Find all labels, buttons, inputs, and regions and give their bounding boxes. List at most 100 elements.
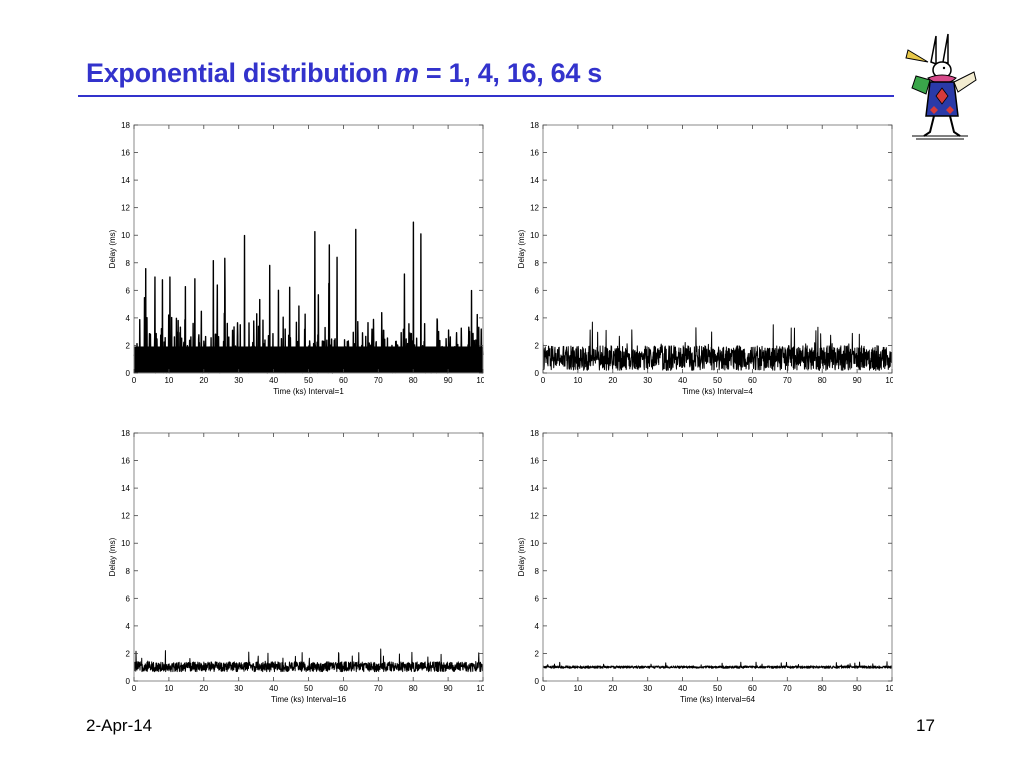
delay-plot-interval-16: 0 2 4 6 8 10 12 14 16 18 0 10 20 30 40 50 60 70 80 90 100 Tim…	[104, 423, 484, 718]
y-tick-label: 6	[126, 286, 131, 295]
y-tick-label: 2	[535, 649, 540, 658]
x-tick-label: 0	[541, 376, 546, 385]
x-tick-label: 50	[304, 376, 313, 385]
y-tick-label: 0	[535, 369, 540, 378]
chart-svg: 0 2 4 6 8 10 12 14 16 18 0 10 20 30 40 50 60 70 80 90 100 Tim…	[108, 429, 484, 704]
x-tick-label: 30	[643, 376, 652, 385]
x-axis-label: Time (ks) Interval=1	[273, 387, 344, 396]
x-tick-label: 40	[678, 684, 687, 693]
y-tick-label: 4	[535, 314, 540, 323]
x-tick-label: 70	[374, 684, 383, 693]
y-tick-label: 18	[121, 121, 130, 130]
y-tick-label: 18	[530, 121, 539, 130]
x-tick-label: 60	[748, 684, 757, 693]
x-tick-label: 100	[476, 684, 484, 693]
x-tick-label: 20	[608, 376, 617, 385]
x-tick-label: 10	[573, 684, 582, 693]
x-tick-label: 90	[444, 684, 453, 693]
y-tick-label: 16	[121, 457, 130, 466]
x-tick-label: 80	[818, 684, 827, 693]
x-tick-label: 100	[885, 376, 893, 385]
y-axis-label: Delay (ms)	[517, 537, 526, 576]
x-tick-label: 70	[783, 684, 792, 693]
x-tick-label: 10	[573, 376, 582, 385]
delay-plot-interval-64: 0 2 4 6 8 10 12 14 16 18 0 10 20 30 40 50 60 70 80 90 100 Tim…	[513, 423, 893, 718]
x-tick-label: 30	[643, 684, 652, 693]
x-tick-label: 50	[713, 376, 722, 385]
y-tick-label: 0	[126, 369, 131, 378]
chart-svg: 0 2 4 6 8 10 12 14 16 18 0 10 20 30 40 50 60 70 80 90 100 Tim…	[517, 121, 893, 396]
x-tick-label: 10	[164, 376, 173, 385]
x-tick-label: 70	[374, 376, 383, 385]
y-tick-label: 6	[535, 594, 540, 603]
y-axis-label: Delay (ms)	[108, 537, 117, 576]
x-tick-label: 20	[608, 684, 617, 693]
x-tick-label: 0	[132, 376, 137, 385]
y-tick-label: 2	[126, 341, 131, 350]
y-tick-label: 0	[126, 677, 131, 686]
x-tick-label: 50	[304, 684, 313, 693]
y-tick-label: 10	[530, 231, 539, 240]
y-tick-label: 4	[126, 622, 131, 631]
chart-svg: 0 2 4 6 8 10 12 14 16 18 0 10 20 30 40 50 60 70 80 90 100 Tim…	[108, 121, 484, 396]
plot-area-frame	[542, 124, 893, 374]
dense-data-band	[134, 346, 483, 373]
y-tick-label: 16	[121, 149, 130, 158]
y-tick-label: 16	[530, 149, 539, 158]
y-tick-label: 18	[530, 429, 539, 438]
x-tick-label: 100	[476, 376, 484, 385]
title-suffix: = 1, 4, 16, 64 s	[418, 58, 603, 88]
y-tick-label: 18	[121, 429, 130, 438]
data-series-line	[133, 648, 484, 673]
y-tick-label: 8	[126, 567, 131, 576]
x-tick-label: 40	[678, 376, 687, 385]
delay-plot-interval-1: 0 2 4 6 8 10 12 14 16 18 0 10 20 30 40 50 60 70 80 90 100 Tim…	[104, 115, 484, 410]
x-tick-label: 80	[409, 684, 418, 693]
x-tick-label: 30	[234, 684, 243, 693]
x-tick-label: 80	[818, 376, 827, 385]
plot-area-frame	[133, 124, 484, 374]
y-tick-label: 4	[126, 314, 131, 323]
y-tick-label: 12	[530, 204, 539, 213]
y-tick-label: 14	[530, 484, 539, 493]
y-tick-label: 14	[530, 176, 539, 185]
x-axis-label: Time (ks) Interval=16	[271, 695, 347, 704]
x-tick-label: 90	[444, 376, 453, 385]
delay-plot-interval-4: 0 2 4 6 8 10 12 14 16 18 0 10 20 30 40 50 60 70 80 90 100 Tim…	[513, 115, 893, 410]
y-tick-label: 4	[535, 622, 540, 631]
y-tick-label: 2	[126, 649, 131, 658]
y-tick-label: 16	[530, 457, 539, 466]
x-tick-label: 60	[339, 376, 348, 385]
x-tick-label: 90	[853, 684, 862, 693]
title-underline	[78, 95, 894, 97]
y-tick-label: 0	[535, 677, 540, 686]
x-tick-label: 50	[713, 684, 722, 693]
x-tick-label: 90	[853, 376, 862, 385]
x-tick-label: 0	[541, 684, 546, 693]
x-axis-label: Time (ks) Interval=64	[680, 695, 756, 704]
y-tick-label: 12	[121, 512, 130, 521]
x-tick-label: 100	[885, 684, 893, 693]
y-tick-label: 12	[121, 204, 130, 213]
plot-area-frame	[542, 432, 893, 682]
y-tick-label: 8	[126, 259, 131, 268]
x-tick-label: 70	[783, 376, 792, 385]
x-tick-label: 60	[339, 684, 348, 693]
y-tick-label: 6	[535, 286, 540, 295]
plot-area-frame	[133, 432, 484, 682]
data-series-line	[542, 321, 893, 371]
title-variable: m	[395, 58, 419, 88]
y-tick-label: 10	[121, 539, 130, 548]
x-tick-label: 20	[199, 684, 208, 693]
white-rabbit-icon	[898, 32, 978, 142]
data-series-line	[542, 661, 893, 669]
x-tick-label: 10	[164, 684, 173, 693]
y-tick-label: 10	[121, 231, 130, 240]
y-axis-label: Delay (ms)	[108, 229, 117, 268]
y-tick-label: 10	[530, 539, 539, 548]
x-tick-label: 20	[199, 376, 208, 385]
y-tick-label: 2	[535, 341, 540, 350]
y-tick-label: 8	[535, 567, 540, 576]
slide-title: Exponential distribution m = 1, 4, 16, 6…	[86, 58, 602, 89]
y-tick-label: 12	[530, 512, 539, 521]
